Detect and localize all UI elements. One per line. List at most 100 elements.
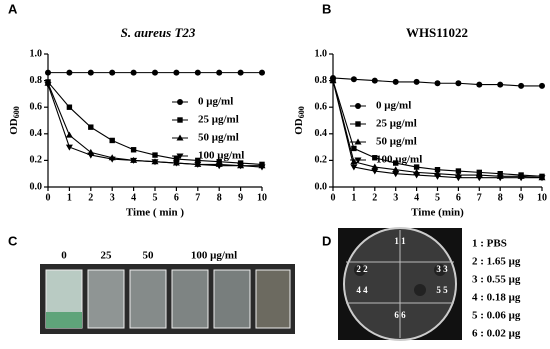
marker (45, 69, 51, 76)
legend-label: 50 μg/ml (198, 132, 239, 144)
y-tick-label: 0.2 (30, 155, 43, 166)
marker (392, 171, 400, 178)
x-tick-label: 6 (456, 192, 461, 203)
x-tick-label: 1 (67, 192, 72, 203)
marker (109, 69, 116, 76)
spot-label: 3 3 (436, 264, 448, 274)
x-tick-label: 0 (46, 192, 51, 203)
spot-label: 2 2 (356, 264, 368, 274)
x-tick-label: 9 (519, 192, 524, 203)
marker (195, 157, 201, 164)
marker (538, 175, 546, 182)
plate-photo (338, 227, 462, 341)
marker (393, 160, 399, 166)
y-axis-label: OD600 (293, 106, 306, 135)
x-tick-label: 1 (351, 192, 356, 203)
marker (151, 159, 159, 166)
x-tick-label: 8 (498, 192, 503, 203)
marker (258, 164, 266, 171)
legend-label: 100 μg/ml (376, 154, 422, 166)
marker (259, 69, 265, 76)
x-tick-label: 4 (414, 192, 419, 203)
marker (476, 81, 483, 88)
marker (130, 147, 137, 153)
marker (371, 77, 378, 84)
series-line (332, 80, 543, 177)
y-tick-label: 1.0 (30, 48, 43, 59)
y-axis-label-sub: 600 (297, 106, 306, 118)
panel-label: C (8, 233, 18, 248)
legend-label: 50 μg/ml (376, 136, 417, 148)
marker (87, 152, 95, 159)
y-tick-label: 0.2 (315, 155, 328, 166)
x-tick-label: 7 (195, 192, 200, 203)
chart-title: WHS11022 (406, 25, 468, 40)
marker (475, 175, 483, 182)
x-tick-label: 5 (435, 192, 440, 203)
marker (392, 166, 400, 173)
marker (66, 104, 73, 110)
panel-label: D (322, 233, 331, 248)
marker (434, 80, 441, 87)
vial-photo (40, 264, 295, 334)
marker (44, 82, 52, 89)
plate-legend: 3 : 0.55 μg (472, 274, 521, 286)
marker (172, 160, 180, 167)
legend-marker (354, 138, 362, 145)
legend-marker (355, 121, 361, 127)
marker (392, 78, 399, 85)
marker (108, 156, 116, 163)
marker (454, 175, 462, 182)
marker (434, 167, 441, 173)
y-tick-label: 0.6 (315, 101, 328, 112)
y-tick-label: 1.0 (315, 48, 328, 59)
legend-label: 0 μg/ml (198, 96, 233, 108)
plate-legend: 1 : PBS (472, 238, 507, 250)
y-tick-label: 0.4 (30, 128, 43, 139)
legend-label: 25 μg/ml (198, 114, 239, 126)
marker (194, 161, 202, 168)
legend-marker (176, 153, 184, 160)
marker (413, 172, 421, 179)
x-tick-label: 10 (537, 192, 547, 203)
y-tick-label: 0.8 (30, 75, 43, 86)
y-axis-label-sub: 600 (12, 106, 21, 118)
x-tick-label: 8 (217, 192, 222, 203)
y-tick-label: 0.6 (30, 101, 43, 112)
spot-label: 6 6 (394, 310, 406, 320)
legend-label: 0 μg/ml (376, 100, 411, 112)
x-tick-label: 5 (153, 192, 158, 203)
marker (434, 173, 441, 180)
marker (517, 175, 525, 182)
marker (496, 175, 504, 182)
y-tick-label: 0.8 (315, 75, 328, 86)
concentration-label: 0 (61, 250, 67, 262)
marker (88, 124, 94, 130)
marker (455, 80, 462, 87)
plate-legend: 2 : 1.65 μg (472, 256, 521, 268)
x-tick-label: 6 (174, 192, 179, 203)
marker (130, 69, 137, 76)
x-tick-label: 3 (110, 192, 115, 203)
x-tick-label: 0 (331, 192, 336, 203)
marker (173, 156, 180, 162)
y-tick-label: 0.4 (315, 128, 328, 139)
spot-label: 4 4 (356, 285, 368, 295)
x-tick-label: 2 (88, 192, 93, 203)
panel-label: B (322, 1, 331, 16)
plate-legend: 6 : 0.02 μg (472, 328, 521, 340)
x-tick-label: 4 (131, 192, 136, 203)
spot-label: 1 1 (394, 236, 406, 246)
marker (455, 168, 462, 174)
legend-marker (177, 117, 183, 123)
legend-marker (177, 99, 183, 105)
marker (130, 157, 138, 164)
marker (350, 164, 358, 171)
x-axis-label: Time ( min ) (126, 207, 184, 219)
marker (497, 81, 504, 88)
marker (329, 78, 337, 85)
marker (66, 69, 73, 76)
marker (87, 69, 94, 76)
y-tick-label: 0.0 (30, 181, 43, 192)
